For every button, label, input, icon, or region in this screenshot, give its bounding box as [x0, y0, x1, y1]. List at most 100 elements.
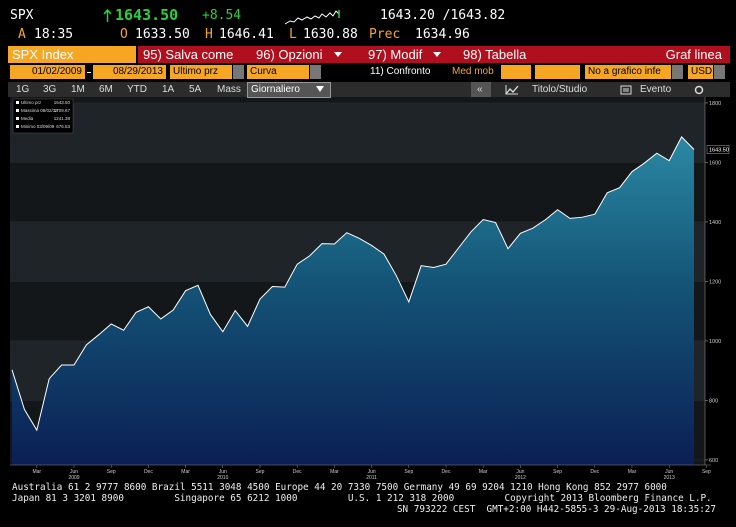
bid-ask: 1643.20 /1643.82 — [380, 8, 506, 23]
legend-label: Media — [21, 116, 34, 121]
menu-item[interactable]: 95) Salva come — [143, 47, 234, 62]
footer-line: Australia 61 2 9777 8600 Brazil 5511 304… — [12, 482, 667, 493]
legend-box — [12, 98, 74, 134]
security-box[interactable] — [8, 46, 136, 63]
collapse-box[interactable] — [471, 82, 491, 97]
stat-value: 18:35 — [34, 27, 74, 42]
x-tick-label: Mar — [181, 469, 190, 475]
chart-style[interactable]: Curva — [247, 65, 309, 79]
dropdown[interactable] — [310, 65, 321, 79]
area — [12, 136, 694, 465]
period-button[interactable]: 3G — [43, 84, 57, 95]
menu-item[interactable]: 97) Modif — [368, 47, 423, 62]
sparkline — [284, 10, 340, 25]
event-icon — [620, 85, 632, 95]
period-button[interactable]: 6M — [99, 84, 113, 95]
x-tick-label: Sep — [107, 469, 116, 475]
y-tick-label: 1000 — [709, 339, 721, 345]
y-tick-label: 1400 — [709, 220, 721, 226]
study[interactable]: Titolo/Studio — [532, 84, 588, 95]
x-tick-label: Dec — [293, 469, 302, 475]
compare[interactable]: 11) Confronto — [370, 66, 431, 77]
collapse[interactable]: « — [477, 84, 483, 95]
toolbar — [8, 82, 730, 97]
stat-label: A — [18, 27, 26, 42]
stat-label: H — [205, 27, 213, 42]
frequency-box[interactable] — [247, 82, 331, 98]
start-date[interactable]: 01/02/2009 — [10, 65, 85, 79]
x-tick-label: Mar — [479, 469, 488, 475]
y-tick-label: 1800 — [709, 101, 721, 107]
input[interactable] — [501, 65, 531, 79]
frequency[interactable]: Giornaliero — [251, 84, 300, 95]
settings-icon — [694, 85, 704, 95]
legend-label: Minimo 03/09/09 — [21, 124, 55, 129]
up-arrow — [103, 9, 112, 22]
ticker: SPX — [10, 8, 34, 23]
legend-value: 1709.67 — [54, 108, 71, 113]
menu-item[interactable]: 98) Tabella — [463, 47, 527, 62]
stat-label: L — [289, 27, 297, 42]
grid-band — [10, 102, 705, 163]
period-button[interactable]: 1A — [162, 84, 175, 95]
x-tick-label: Mar — [32, 469, 41, 475]
value-label-box — [706, 145, 730, 154]
period-button[interactable]: Mass — [217, 84, 241, 95]
x-tick-label: Sep — [702, 469, 711, 475]
period-button[interactable]: 1G — [16, 84, 30, 95]
stat-value: 1634.96 — [415, 27, 470, 42]
period-button[interactable]: 5A — [189, 84, 202, 95]
legend-swatch — [16, 117, 19, 120]
legend-value: 1643.50 — [54, 100, 71, 105]
moving-avg[interactable]: Med mob — [452, 66, 494, 77]
x-tick-label: Jun — [665, 469, 673, 475]
menu-item[interactable]: 96) Opzioni — [256, 47, 323, 62]
stat-value: 1630.88 — [303, 27, 358, 42]
x-tick-label: Jun — [516, 469, 524, 475]
x-tick-label: Dec — [442, 469, 451, 475]
dropdown[interactable] — [233, 65, 244, 79]
y-tick-label: 800 — [709, 398, 718, 404]
range-dash — [87, 72, 91, 73]
period-button[interactable]: 1M — [71, 84, 85, 95]
dropdown[interactable] — [672, 65, 683, 79]
footer-line: Japan 81 3 3201 8900 Singapore 65 6212 1… — [12, 493, 712, 504]
legend-swatch — [16, 125, 19, 128]
legend-swatch — [16, 109, 19, 112]
security[interactable]: SPX Index — [12, 47, 74, 62]
legend-label: Ultimo prz — [21, 100, 42, 105]
study-icon — [505, 85, 519, 95]
x-tick-label: Sep — [256, 469, 265, 475]
stat-value: 1646.41 — [219, 27, 274, 42]
input[interactable] — [535, 65, 580, 79]
period-button[interactable]: YTD — [127, 84, 147, 95]
currency[interactable]: USD — [688, 65, 713, 79]
x-group-label: 2013 — [664, 475, 675, 481]
lower-chart[interactable]: No a grafico infe — [585, 65, 671, 79]
stat-label: O — [120, 27, 128, 42]
x-tick-label: Dec — [144, 469, 153, 475]
y-tick-label: 1600 — [709, 160, 721, 166]
dropdown[interactable] — [714, 65, 725, 79]
x-tick-label: Sep — [404, 469, 413, 475]
x-tick-label: Dec — [590, 469, 599, 475]
price-field[interactable]: Ultimo prz — [170, 65, 232, 79]
stat-value: 1633.50 — [135, 27, 190, 42]
net-change: +8.54 — [202, 8, 242, 23]
x-group-label: 2011 — [366, 475, 377, 481]
end-date[interactable]: 08/29/2013 — [93, 65, 166, 79]
x-group-label: 2012 — [515, 475, 526, 481]
x-tick-label: Sep — [553, 469, 562, 475]
x-tick-label: Mar — [330, 469, 339, 475]
footer-line: SN 793222 CEST GMT+2:00 H442-5855-3 29-A… — [396, 504, 716, 515]
dropdown-icon — [334, 52, 342, 57]
legend-label: Massima 08/02/13 — [21, 108, 58, 113]
event[interactable]: Evento — [640, 84, 672, 95]
x-tick-label: Jun — [219, 469, 227, 475]
chart-kind: Graf linea — [665, 47, 722, 62]
legend-swatch — [16, 101, 19, 104]
value-label: 1643.50 — [709, 148, 729, 154]
x-group-label: 2009 — [68, 475, 79, 481]
